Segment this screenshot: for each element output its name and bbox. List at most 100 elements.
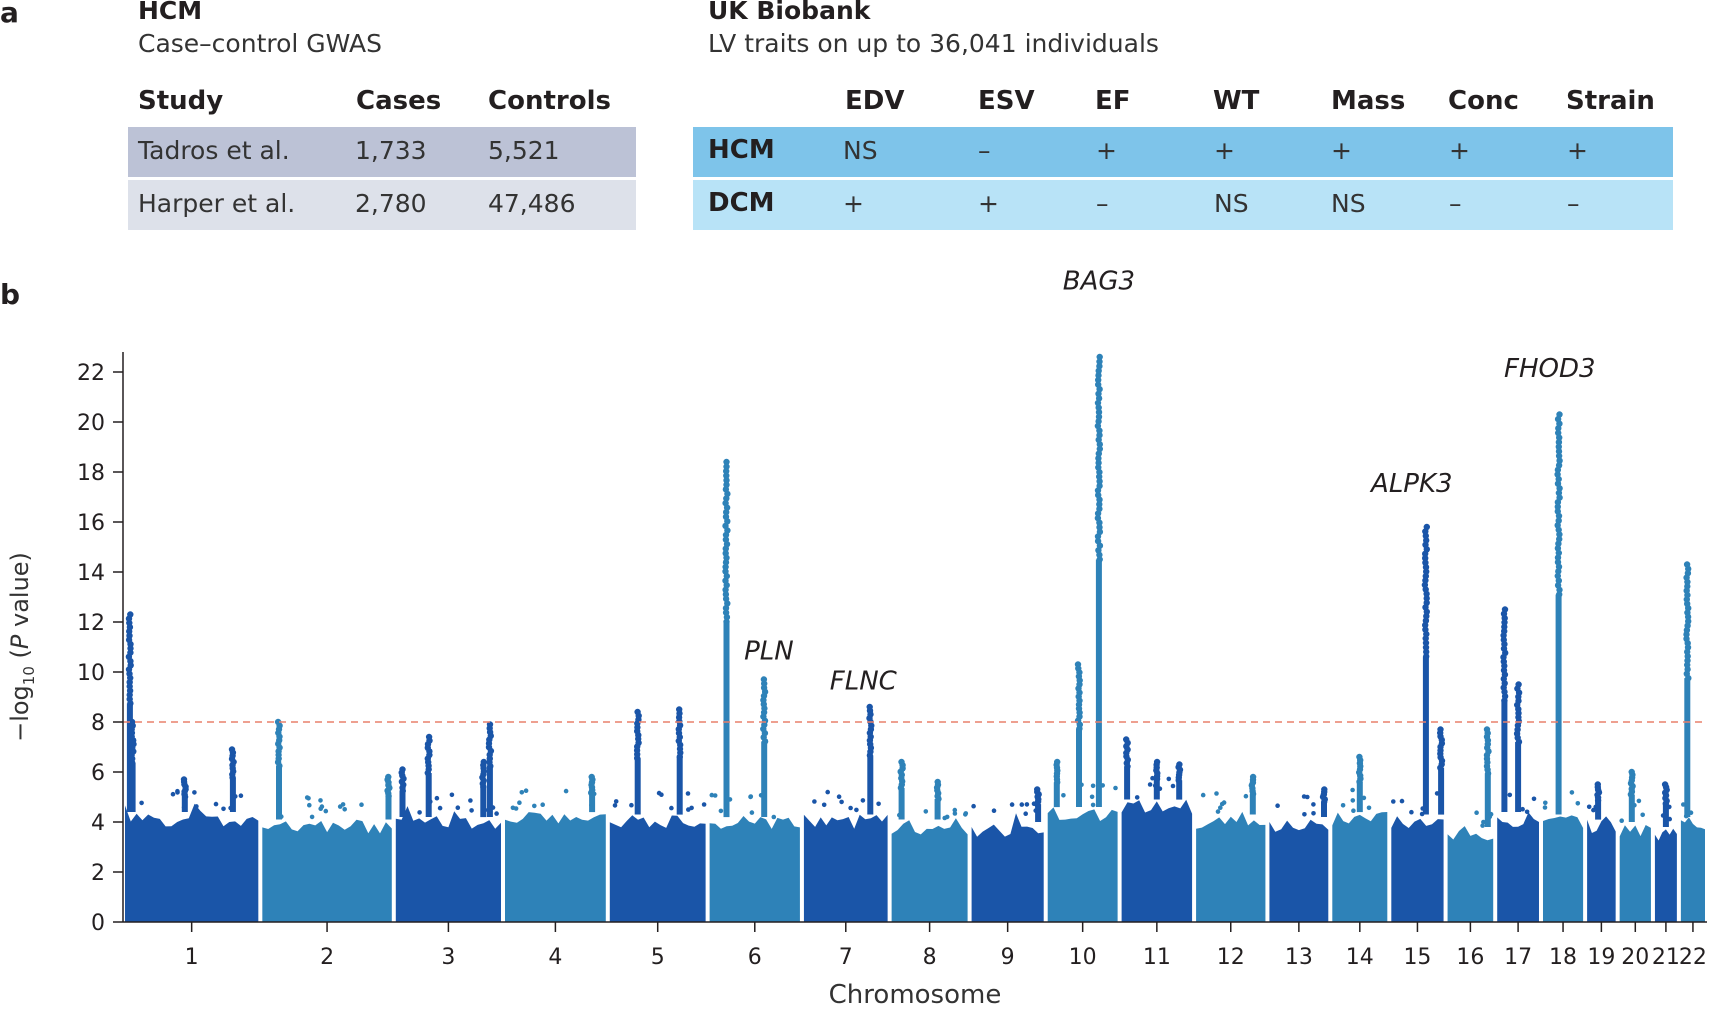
- snp-point: [1096, 528, 1104, 536]
- x-tick-label: 22: [1679, 945, 1707, 970]
- snp-point: [1501, 606, 1509, 613]
- table-cell: 2,780: [355, 189, 427, 218]
- col-header-mass: Mass: [1331, 86, 1406, 116]
- peak-column: [1595, 800, 1602, 820]
- snp-point: [723, 458, 730, 466]
- snp-point: [1153, 758, 1161, 766]
- panel-a-label: a: [0, 0, 19, 29]
- x-tick-label: 8: [923, 945, 937, 970]
- chromosome-5-points: [609, 815, 706, 922]
- snp-point: [659, 792, 664, 797]
- snp-point: [399, 766, 406, 773]
- snp-point: [723, 472, 730, 479]
- snp-point: [1243, 793, 1249, 799]
- snp-point: [812, 799, 817, 804]
- peak-chr-21: [1661, 781, 1670, 827]
- snp-point: [1483, 726, 1491, 733]
- peak-chr-11: [1123, 736, 1132, 800]
- chromosome-9-points: [971, 813, 1044, 922]
- peak-column: [486, 766, 493, 817]
- snp-point: [139, 800, 144, 806]
- table-cell: 1,733: [355, 136, 427, 165]
- peak-column: [723, 621, 730, 818]
- snp-point: [1515, 681, 1522, 688]
- snp-point: [437, 805, 443, 811]
- snp-point: [629, 802, 634, 808]
- x-tick-label: 12: [1217, 945, 1245, 970]
- snp-point: [676, 706, 683, 713]
- snp-point: [1074, 661, 1082, 668]
- snp-point: [127, 611, 134, 618]
- snp-point: [771, 814, 777, 820]
- snp-point: [1176, 761, 1183, 768]
- snp-point: [1134, 795, 1140, 800]
- snp-point: [1096, 556, 1103, 563]
- right-row-hcm-bg: [693, 127, 1673, 177]
- peak-chr-1: [228, 746, 237, 812]
- snp-point: [1095, 491, 1102, 499]
- snp-point: [513, 806, 519, 811]
- snp-point: [1090, 783, 1096, 789]
- table-cell: +: [843, 189, 864, 218]
- chromosome-6-points: [709, 816, 800, 922]
- snp-point: [1094, 537, 1102, 545]
- peak-chr-15: [1421, 523, 1431, 815]
- chromosome-20-points: [1619, 825, 1651, 922]
- snp-point: [1636, 798, 1642, 804]
- snp-point: [1034, 786, 1041, 793]
- peak-chr-4: [588, 773, 596, 813]
- snp-point: [1095, 459, 1102, 467]
- snp-point: [1554, 471, 1561, 478]
- snp-point: [307, 802, 312, 808]
- snp-point: [1096, 445, 1104, 453]
- y-tick-label: 8: [91, 711, 105, 736]
- snp-point: [318, 798, 323, 803]
- y-tick-label: 0: [91, 911, 105, 936]
- peak-chr-20: [1627, 768, 1636, 822]
- x-tick-label: 9: [1001, 945, 1015, 970]
- peak-chr-10: [1074, 661, 1084, 807]
- snp-point: [1096, 482, 1103, 490]
- snp-point: [309, 814, 315, 820]
- snp-point: [1321, 786, 1328, 793]
- x-tick-label: 17: [1504, 945, 1532, 970]
- peak-chr-12: [1248, 773, 1257, 815]
- y-tick-label: 2: [91, 861, 105, 886]
- chromosome-21-points: [1654, 828, 1677, 922]
- snp-point: [455, 805, 461, 810]
- snp-point: [991, 808, 997, 813]
- snp-point: [722, 609, 730, 616]
- peak-chr-8: [933, 778, 942, 820]
- snp-point: [952, 807, 958, 813]
- table-cell: Harper et al.: [138, 189, 296, 218]
- peak-column: [276, 765, 282, 820]
- left-row-2-bg: [128, 180, 636, 230]
- snp-point: [1555, 439, 1563, 446]
- y-tick-label: 12: [77, 611, 105, 636]
- peak-column: [898, 787, 905, 820]
- snp-point: [425, 733, 433, 741]
- chromosome-18-points: [1542, 815, 1584, 922]
- snp-point: [342, 807, 348, 812]
- snp-point: [221, 806, 226, 812]
- snp-point: [1090, 802, 1096, 808]
- snp-point: [722, 595, 730, 603]
- snp-point: [563, 788, 569, 794]
- snp-point: [228, 746, 236, 753]
- y-tick-label: 16: [77, 511, 105, 536]
- table-cell: 5,521: [488, 136, 560, 165]
- snp-point: [1555, 448, 1563, 455]
- snp-point: [1586, 804, 1592, 810]
- peak-column: [1484, 773, 1491, 827]
- snp-point: [923, 809, 929, 814]
- chromosome-4-points: [505, 812, 606, 922]
- table-cell: +: [1331, 136, 1352, 165]
- snp-point: [971, 803, 976, 809]
- x-tick-label: 5: [651, 945, 665, 970]
- snp-point: [1096, 358, 1103, 365]
- x-tick-label: 7: [839, 945, 853, 970]
- snp-point: [963, 812, 968, 817]
- snp-point: [1095, 413, 1103, 420]
- snp-point: [238, 793, 244, 798]
- snp-point: [634, 708, 641, 716]
